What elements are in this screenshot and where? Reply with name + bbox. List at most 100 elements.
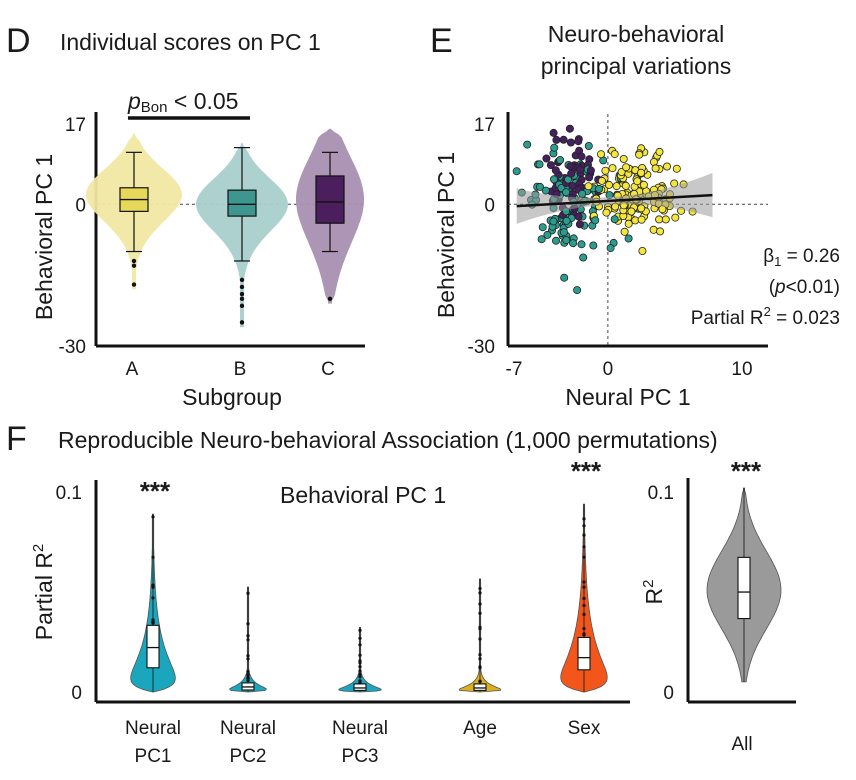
scatter-point-b [577, 240, 586, 249]
box-sex [577, 636, 591, 671]
panel-f-x-tick-line1: Neural [332, 718, 388, 739]
outlier-point [478, 611, 482, 615]
pvalue-p: p [127, 88, 141, 114]
scatter-point-b [560, 273, 569, 282]
scatter-point-c [566, 138, 575, 147]
scatter-point-c [542, 154, 551, 163]
scatter-point-a [584, 182, 593, 191]
stat-beta: β1 = 0.26 [763, 246, 840, 269]
scatter-point-a [619, 154, 628, 163]
outlier-point [358, 653, 362, 657]
scatter-point-a [597, 176, 606, 185]
outlier-point [478, 653, 482, 657]
scatter-point-a [621, 181, 630, 190]
scatter-point-a [655, 147, 664, 156]
panel-e-title-line1: Neuro-behavioral [548, 21, 724, 47]
outlier-point [478, 586, 482, 591]
panel-f-x-tick-line2: PC2 [230, 746, 267, 767]
panel-f-x-tick-line1: Sex [568, 718, 601, 739]
scatter-point-b [535, 160, 544, 169]
panel-f-all-y-label: R2 [640, 580, 667, 605]
scatter-point-b [536, 182, 545, 191]
panel-e-x-tick: 10 [731, 359, 752, 380]
outlier-point [358, 665, 362, 669]
scatter-point-b [550, 143, 559, 152]
panel-d-title: Individual scores on PC 1 [60, 29, 321, 55]
scatter-point-a [622, 163, 631, 172]
panel-f-y-label: Partial R2 [30, 544, 57, 641]
scatter-point-a [672, 164, 681, 173]
panel-e-y-tick: 17 [474, 115, 495, 136]
box-age [473, 683, 487, 691]
outlier-point [151, 596, 155, 600]
outlier-point [582, 627, 586, 631]
scatter-point-a [671, 213, 680, 222]
scatter-point-b [512, 167, 521, 176]
outlier-point [358, 675, 362, 679]
scatter-point-c [577, 152, 586, 161]
panel-d-x-tick: C [321, 359, 335, 380]
scatter-point-a [617, 167, 626, 176]
scatter-point-b [606, 244, 615, 253]
scatter-point-c [575, 165, 584, 174]
scatter-point-c [565, 124, 574, 133]
panel-f-chart: 0.1 0 Partial R2 *** *** Neural PC1 Neural PC2 Ne… [30, 456, 630, 767]
scatter-point-b [549, 217, 558, 226]
outlier-point [246, 634, 250, 638]
outlier-point [582, 633, 586, 637]
scatter-point-b [595, 184, 604, 193]
stat-pvalue: (p<0.01) [769, 277, 840, 298]
outlier-point [478, 679, 482, 683]
scatter-point-b [541, 186, 550, 195]
panel-f-all-chart: 0.1 0 R2 *** All [640, 456, 796, 755]
outlier-point [239, 303, 245, 309]
panel-f-title: Reproducible Neuro-behavioral Associatio… [58, 427, 718, 453]
scatter-point-b [569, 239, 578, 248]
scatter-point-a [610, 150, 619, 159]
panel-f-x-tick-line2: PC3 [342, 746, 379, 767]
outlier-point [582, 603, 586, 608]
panel-d-y-tick: -30 [59, 337, 86, 358]
scatter-point-a [663, 162, 672, 171]
panel-f-all-y-label-sup: 2 [640, 580, 657, 588]
box-neural-pc1 [146, 624, 160, 669]
scatter-point-a [656, 227, 665, 236]
scatter-point-c [575, 220, 584, 229]
scatter-point-c [551, 166, 560, 175]
outlier-point [582, 596, 586, 601]
outlier-point [151, 620, 155, 624]
scatter-point-b [562, 188, 571, 197]
outlier-point [358, 679, 362, 684]
panel-f-x-tick-line1: Age [463, 718, 497, 739]
outlier-point [478, 637, 482, 641]
outlier-point [246, 676, 250, 680]
outlier-point [246, 591, 250, 595]
scatter-point-a [637, 168, 646, 177]
outlier-point [246, 638, 250, 642]
scatter-point-c [586, 166, 595, 175]
outlier-point [131, 282, 137, 287]
panel-e-x-label: Neural PC 1 [565, 384, 690, 410]
scatter-point-a [633, 177, 642, 186]
scatter-point-b [538, 223, 547, 232]
outlier-point [327, 296, 333, 301]
scatter-point-a [624, 219, 633, 228]
pvalue-rest: < 0.05 [168, 88, 239, 114]
outlier-point [582, 555, 586, 559]
stat-beta-symbol: β [763, 246, 774, 267]
outlier-point [478, 657, 482, 661]
outlier-point [239, 291, 245, 297]
stat-partial-r2: Partial R2 = 0.023 [691, 304, 840, 329]
scatter-point-b [578, 189, 587, 198]
scatter-point-b [584, 141, 593, 150]
pvalue-sub: Bon [141, 99, 168, 116]
significance-stars: *** [731, 456, 762, 486]
fit-confidence-band [516, 172, 713, 224]
stat-r2-sup: 2 [764, 304, 771, 319]
stat-beta-sub: 1 [774, 254, 781, 269]
panel-f-y-label-sup: 2 [30, 544, 47, 552]
outlier-point [358, 669, 362, 673]
outlier-point [582, 517, 586, 521]
scatter-point-a [655, 215, 664, 224]
